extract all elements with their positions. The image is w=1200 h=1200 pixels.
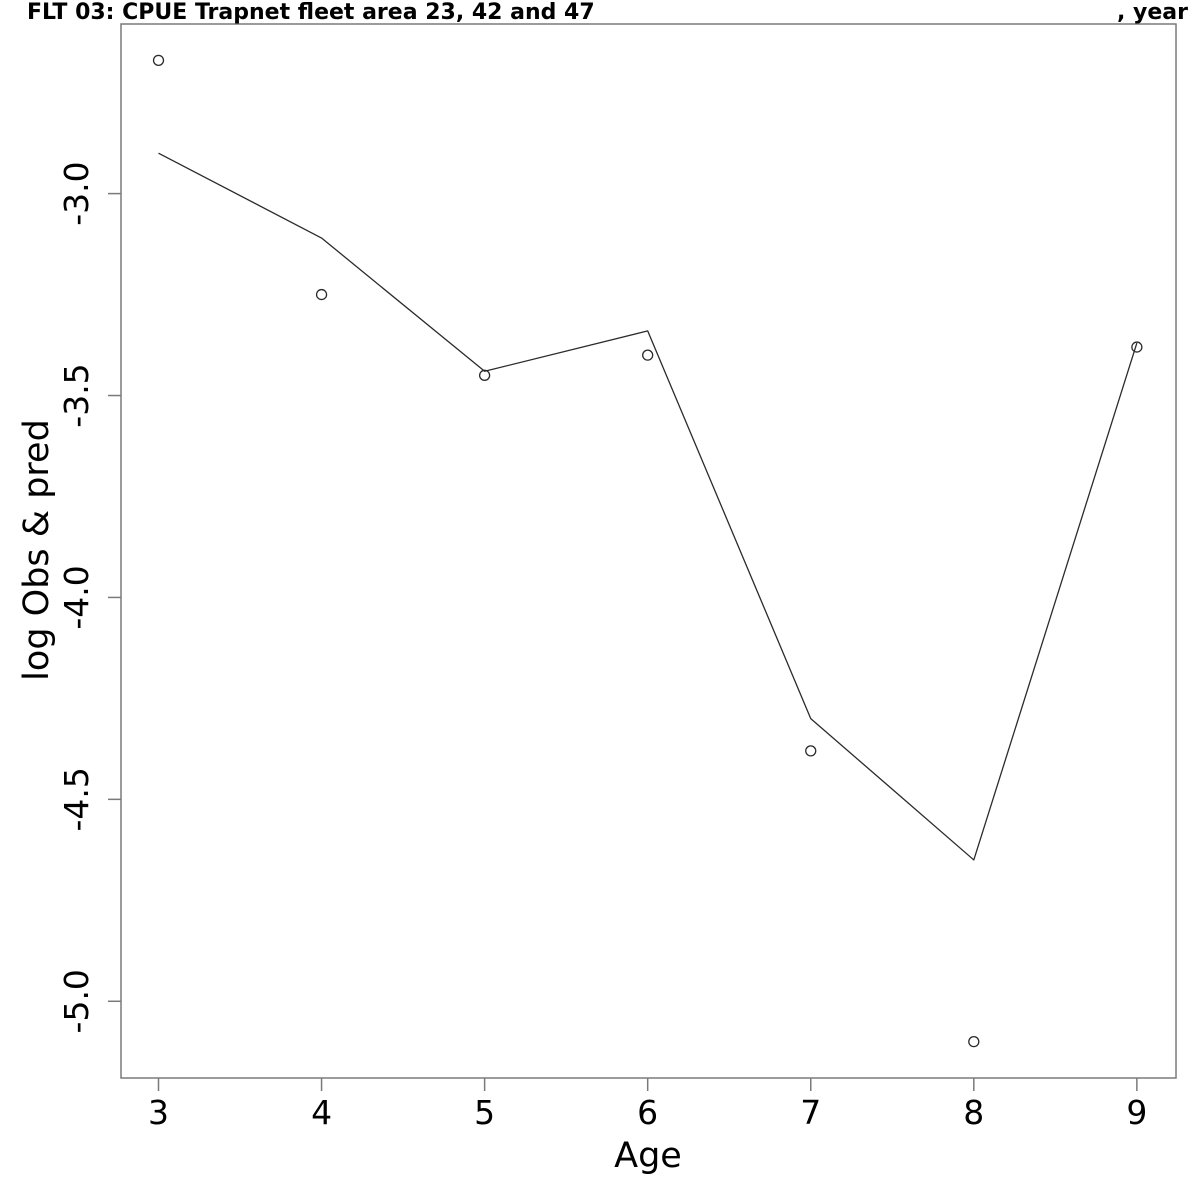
y-tick-label: -4.0	[57, 565, 96, 629]
x-tick-label: 5	[474, 1093, 495, 1132]
chart-top-right-label: , year	[1117, 0, 1188, 25]
y-axis-ticks: -3.0 -3.5 -4.0 -4.5 -5.0	[57, 161, 121, 1033]
y-tick-label: -3.5	[57, 363, 96, 427]
observed-point	[805, 745, 817, 757]
x-tick-label: 7	[800, 1093, 821, 1132]
x-tick-label: 3	[148, 1093, 169, 1132]
x-axis-ticks: 3 4 5 6 7 8 9	[148, 1078, 1147, 1132]
x-tick-label: 8	[963, 1093, 984, 1132]
y-tick-label: -3.0	[57, 161, 96, 225]
x-axis-label: Age	[614, 1136, 682, 1176]
y-tick-label: -5.0	[57, 969, 96, 1033]
x-tick-label: 4	[311, 1093, 332, 1132]
predicted-line	[158, 152, 1138, 861]
x-tick-label: 9	[1126, 1093, 1147, 1132]
observed-point	[1131, 341, 1143, 353]
observed-point	[315, 288, 328, 301]
observed-point	[152, 54, 165, 66]
y-axis-label: log Obs & pred	[17, 419, 57, 681]
observed-point	[968, 1036, 980, 1048]
observed-point	[478, 369, 491, 381]
observed-point	[642, 349, 654, 361]
data-series	[152, 54, 1143, 1048]
x-tick-label: 6	[637, 1093, 658, 1132]
plot-border	[120, 23, 1177, 1079]
y-tick-label: -4.5	[57, 767, 96, 831]
chart-title: FLT 03: CPUE Trapnet fleet area 23, 42 a…	[27, 0, 595, 25]
